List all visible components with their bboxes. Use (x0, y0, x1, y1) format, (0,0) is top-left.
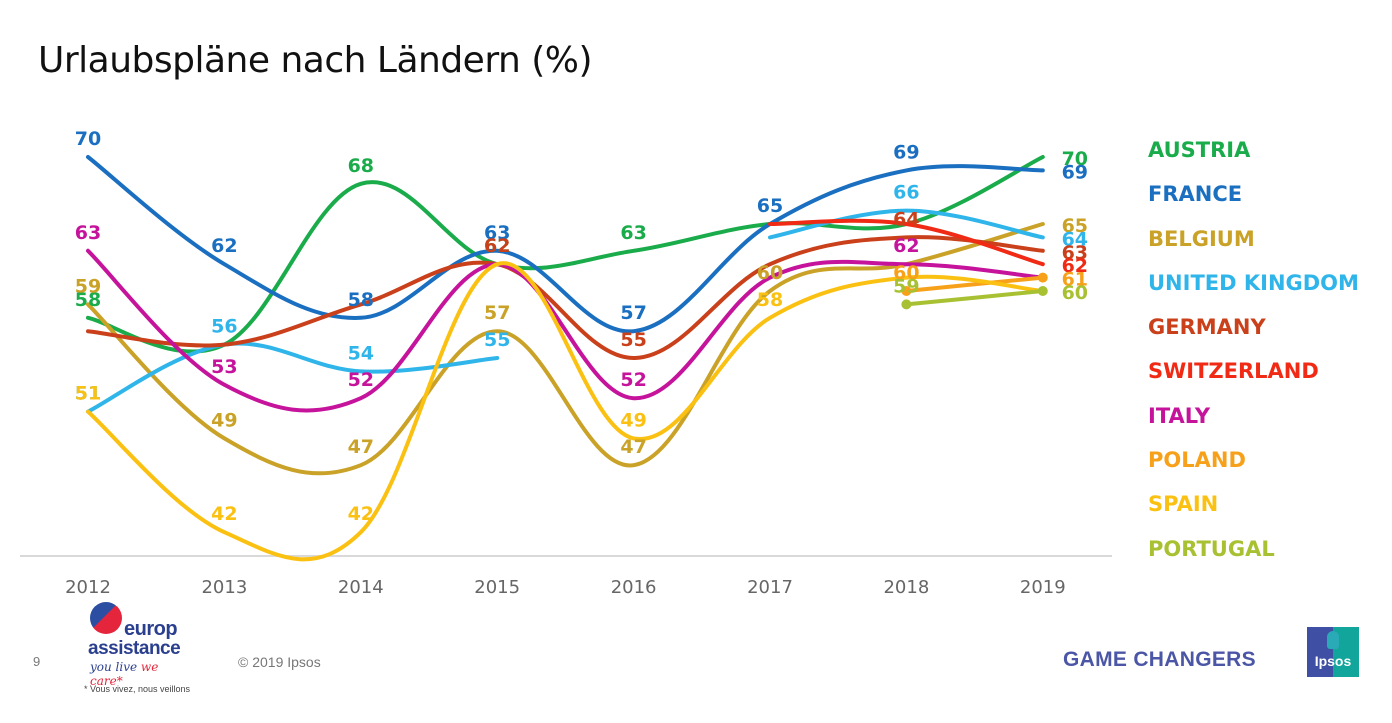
x-tick-label: 2019 (1020, 577, 1066, 598)
series-line-united-kingdom (86, 341, 500, 414)
data-label: 53 (211, 356, 237, 378)
data-label: 66 (893, 182, 919, 204)
data-label: 54 (348, 342, 374, 364)
x-tick-label: 2014 (338, 577, 384, 598)
data-label: 68 (348, 155, 374, 177)
series-line-poland (904, 275, 1045, 293)
x-tick-label: 2017 (747, 577, 793, 598)
data-label: 62 (893, 235, 919, 257)
data-label: 58 (757, 289, 783, 311)
tagline-a: you live (90, 660, 141, 674)
data-label: 57 (484, 302, 510, 324)
data-label: 63 (75, 222, 101, 244)
series-line-switzerland (768, 218, 1045, 267)
brand-line1: europ (124, 618, 178, 640)
data-label: 49 (620, 409, 646, 431)
series-line-germany (86, 235, 1045, 361)
data-label: 55 (620, 329, 646, 351)
page-number: 9 (33, 654, 41, 669)
data-label: 57 (620, 302, 646, 324)
brand-tagline: you live we care* (90, 660, 194, 688)
data-label: 60 (1062, 282, 1088, 304)
data-label: 70 (1062, 148, 1088, 170)
data-label: 42 (211, 503, 237, 525)
data-label: 49 (211, 409, 237, 431)
legend-item-spain: SPAIN (1148, 492, 1219, 517)
europ-assistance-emblem-icon (90, 602, 122, 634)
data-label: 58 (348, 289, 374, 311)
series-line-italy (86, 248, 1045, 413)
data-label: 69 (893, 141, 919, 163)
data-label: 64 (893, 208, 919, 230)
chart-title: Urlaubspläne nach Ländern (%) (38, 40, 593, 81)
legend-item-belgium: BELGIUM (1148, 226, 1255, 251)
legend-item-france: FRANCE (1148, 182, 1243, 207)
legend-item-switzerland: SWITZERLAND (1148, 359, 1319, 384)
data-label: 51 (75, 383, 101, 405)
ipsos-logo: Ipsos (1307, 627, 1359, 677)
data-label: 65 (757, 195, 783, 217)
data-label: 63 (620, 222, 646, 244)
data-label: 52 (348, 369, 374, 391)
legend-item-portugal: PORTUGAL (1148, 536, 1275, 561)
legend: AUSTRIA FRANCE BELGIUM UNITED KINGDOM GERMAN… (1148, 136, 1359, 579)
x-tick-label: 2013 (201, 577, 247, 598)
data-label: 51 (75, 383, 101, 405)
ipsos-logo-text: Ipsos (1314, 653, 1352, 669)
data-label: 63 (484, 222, 510, 244)
series-line-austria (86, 155, 1045, 354)
data-label: 63 (1062, 242, 1088, 264)
data-label: 69 (1062, 161, 1088, 183)
x-tick-label: 2015 (474, 577, 520, 598)
data-label: 56 (211, 316, 237, 338)
data-point-marker (1037, 272, 1048, 283)
legend-item-italy: ITALY (1148, 403, 1211, 428)
data-label: 58 (75, 289, 101, 311)
x-tick-label: 2012 (65, 577, 111, 598)
game-changers-brand: GAME CHANGERS (1063, 648, 1256, 671)
data-label: 47 (620, 436, 646, 458)
data-label: 64 (1062, 228, 1088, 250)
copyright: © 2019 Ipsos (238, 654, 321, 670)
data-label: 62 (484, 235, 510, 257)
data-label: 47 (348, 436, 374, 458)
data-label: 62 (211, 235, 237, 257)
data-label: 70 (75, 128, 101, 150)
data-label: 59 (75, 275, 101, 297)
data-label: 61 (1062, 269, 1088, 291)
data-label: 62 (484, 235, 510, 257)
data-label: 52 (620, 369, 646, 391)
data-label: 60 (757, 262, 783, 284)
data-label: 62 (1062, 255, 1088, 277)
legend-item-poland: POLAND (1148, 448, 1246, 473)
ipsos-head-icon (1327, 631, 1339, 649)
series-line-spain (86, 261, 1045, 562)
legend-item-austria: AUSTRIA (1148, 138, 1251, 162)
data-label: 60 (893, 262, 919, 284)
brand-line2: assistance (88, 638, 181, 659)
data-point-marker (1037, 286, 1048, 296)
series-line-united-kingdom (768, 208, 1045, 240)
data-label: 59 (893, 275, 919, 297)
data-point-marker (901, 299, 912, 310)
data-label: 55 (484, 329, 510, 351)
legend-item-germany: GERMANY (1148, 315, 1266, 340)
europ-assistance-logo: europ assistance you live we care* * Vou… (84, 600, 194, 700)
series-line-france (86, 155, 1045, 334)
data-point-marker (901, 286, 912, 296)
tagline-b: we care* (90, 660, 159, 688)
legend-item-united-kingdom: UNITED KINGDOM (1148, 270, 1359, 295)
x-tick-label: 2016 (611, 577, 657, 598)
data-label: 42 (348, 503, 374, 525)
x-tick-label: 2018 (883, 577, 929, 598)
data-label: 65 (1062, 215, 1088, 237)
brand-note: * Vous vivez, nous veillons (84, 684, 191, 694)
series-line-belgium (86, 222, 1045, 476)
series-line-portugal (904, 289, 1045, 307)
